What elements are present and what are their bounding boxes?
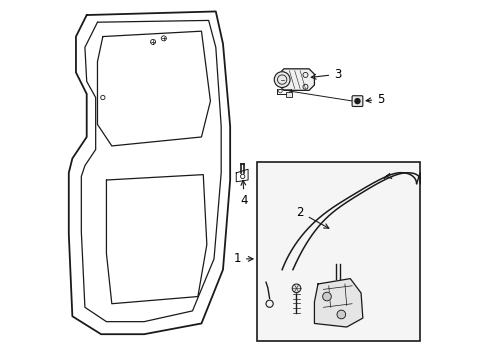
Circle shape (292, 284, 300, 293)
Text: 4: 4 (240, 180, 248, 207)
Text: 3: 3 (310, 68, 341, 81)
Text: 2: 2 (296, 206, 328, 228)
Circle shape (336, 310, 345, 319)
Text: 1: 1 (233, 252, 252, 265)
FancyBboxPatch shape (257, 162, 419, 341)
Circle shape (322, 292, 330, 301)
Bar (285, 93, 292, 97)
Circle shape (274, 72, 289, 87)
Circle shape (354, 99, 359, 104)
Polygon shape (314, 279, 362, 327)
Text: 5: 5 (366, 93, 384, 106)
Polygon shape (278, 69, 314, 90)
FancyBboxPatch shape (351, 96, 362, 107)
